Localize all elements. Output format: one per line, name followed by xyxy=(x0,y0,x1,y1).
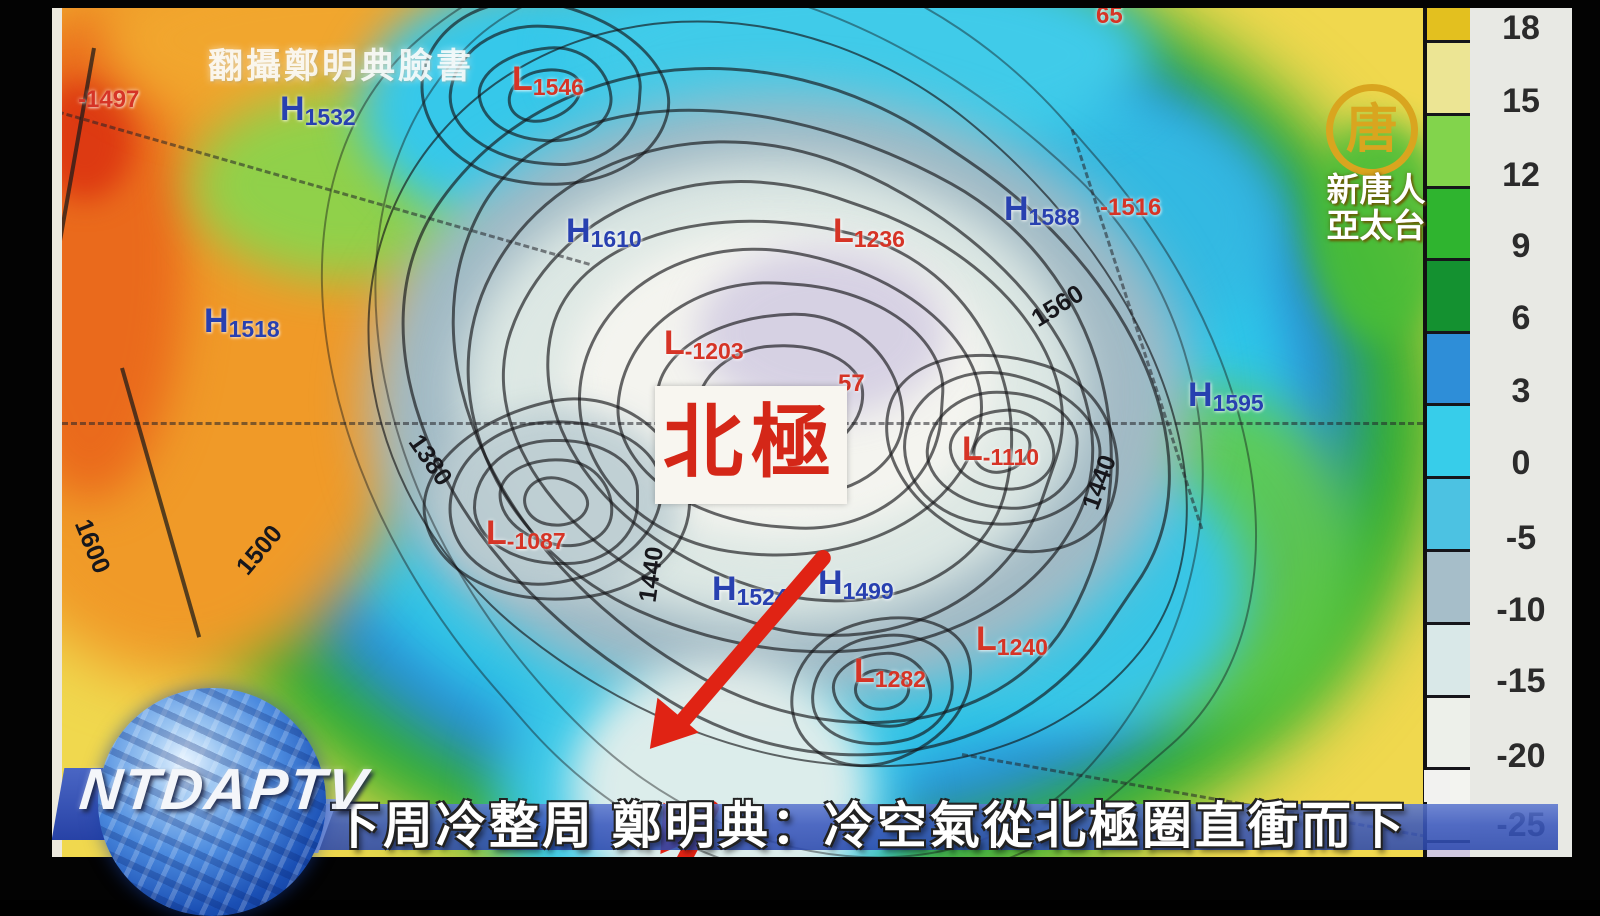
channel-emblem-icon: 唐 xyxy=(1326,84,1418,176)
letterbox-top xyxy=(0,0,1600,8)
pressure-label: H1499 xyxy=(818,564,894,604)
scale-value: 3 xyxy=(1511,372,1531,410)
scale-band xyxy=(1427,476,1470,549)
weather-map: -1497 H1532 L1546 H1610 L1236 L-1203 57 65 H1588… xyxy=(62,8,1423,857)
channel-emblem-char: 唐 xyxy=(1345,102,1398,159)
globe-logo-icon xyxy=(98,688,326,916)
north-pole-callout: 北極 xyxy=(655,386,847,504)
ticker-end-chip xyxy=(1424,770,1450,802)
scale-band xyxy=(1427,549,1470,622)
north-pole-label: 北極 xyxy=(663,400,839,488)
channel-name-line2: 亞太台 xyxy=(1326,206,1426,244)
scale-value: -10 xyxy=(1496,591,1546,629)
scale-value: 9 xyxy=(1511,227,1531,265)
scale-band xyxy=(1427,403,1470,476)
station-logo-text: NTDAPTV xyxy=(76,757,372,822)
scale-band xyxy=(1427,695,1470,767)
pressure-label: L1236 xyxy=(833,212,905,252)
scale-band xyxy=(1427,8,1470,40)
scale-value: 6 xyxy=(1511,299,1531,337)
letterbox-left xyxy=(0,0,52,900)
pressure-label: 65 xyxy=(1096,8,1123,29)
pressure-label: H1588 xyxy=(1004,190,1080,230)
scale-value: -15 xyxy=(1496,662,1546,700)
scale-value: 15 xyxy=(1502,82,1540,120)
pressure-label: L1240 xyxy=(976,620,1048,660)
pressure-label: H1595 xyxy=(1188,376,1264,416)
pressure-label: L1546 xyxy=(512,60,584,100)
pressure-label: H1532 xyxy=(280,90,356,130)
pressure-label: L-1110 xyxy=(962,430,1040,470)
scale-value: 0 xyxy=(1511,444,1531,482)
scale-band xyxy=(1427,113,1470,186)
scale-value: -5 xyxy=(1505,519,1537,557)
pressure-label: L-1203 xyxy=(664,324,744,364)
pressure-label: -1516 xyxy=(1100,194,1162,221)
source-watermark: 翻攝鄭明典臉書 xyxy=(208,47,475,86)
letterbox-right xyxy=(1572,0,1600,900)
scale-band xyxy=(1427,622,1470,695)
temperature-scale-bar xyxy=(1423,8,1470,857)
channel-name: 新唐人 亞太台 xyxy=(1306,172,1446,243)
pressure-label: L1282 xyxy=(854,652,926,692)
scale-value: 18 xyxy=(1502,9,1540,47)
scale-band xyxy=(1427,258,1470,331)
news-headline: 下周冷整周 鄭明典：冷空氣從北極圈直衝而下 xyxy=(330,798,1407,854)
scale-band xyxy=(1427,331,1470,403)
pressure-label: -1497 xyxy=(78,86,140,113)
scale-band xyxy=(1427,186,1470,258)
news-ticker-bar xyxy=(278,804,1558,850)
scale-value: 12 xyxy=(1502,156,1540,194)
pressure-label: H1518 xyxy=(204,302,280,342)
channel-name-line1: 新唐人 xyxy=(1326,171,1426,208)
pressure-label: H1610 xyxy=(566,212,642,252)
pressure-label: L-1087 xyxy=(486,514,566,554)
scale-value: -20 xyxy=(1496,737,1546,775)
scale-band xyxy=(1427,40,1470,113)
